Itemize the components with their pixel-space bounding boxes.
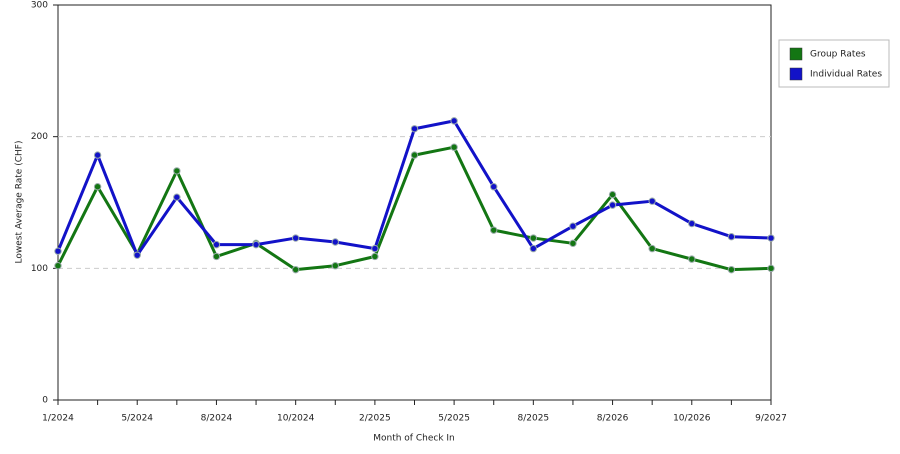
point	[212, 240, 221, 249]
point	[529, 244, 538, 253]
x-tick-label: 8/2026	[597, 414, 629, 424]
point	[331, 262, 339, 270]
y-tick-label: 300	[31, 1, 48, 11]
x-axis-label: Month of Check In	[373, 434, 455, 444]
x-tick-label: 10/2024	[277, 414, 315, 424]
point	[54, 262, 62, 270]
x-tick-label: 10/2026	[673, 414, 711, 424]
point	[608, 201, 617, 209]
point	[252, 240, 260, 249]
point	[410, 151, 419, 159]
point	[450, 117, 458, 125]
point	[450, 143, 458, 151]
legend-swatch	[789, 67, 803, 81]
point	[331, 238, 339, 246]
plot-area	[57, 4, 772, 401]
legend-label: Individual Rates	[810, 70, 882, 80]
x-tick-label: 1/2024	[42, 414, 74, 424]
point	[371, 244, 379, 253]
x-tick-label: 9/2027	[755, 414, 787, 424]
point	[688, 219, 696, 228]
y-axis-label: Lowest Average Rate (CHF)	[15, 141, 25, 264]
point	[133, 251, 141, 259]
point	[173, 167, 181, 175]
point	[93, 151, 102, 159]
point	[727, 233, 736, 241]
legend-label: Group Rates	[810, 50, 866, 60]
point	[291, 265, 300, 274]
x-tick-label: 5/2025	[438, 414, 470, 424]
point	[608, 190, 617, 199]
point	[371, 252, 379, 261]
x-tick-label: 8/2024	[201, 414, 233, 424]
point	[54, 247, 62, 255]
point	[767, 264, 775, 273]
x-tick-label: 2/2025	[359, 414, 391, 424]
point	[173, 193, 181, 201]
point	[648, 244, 656, 253]
point	[529, 234, 538, 242]
point	[490, 226, 498, 234]
y-tick-label: 200	[31, 132, 48, 142]
point	[410, 125, 419, 133]
point	[727, 265, 736, 274]
point	[291, 234, 300, 242]
legend-swatch	[789, 47, 803, 61]
point	[648, 197, 656, 205]
x-tick-label: 8/2025	[517, 414, 549, 424]
point	[767, 234, 775, 242]
point	[93, 183, 102, 191]
point	[212, 252, 221, 261]
point	[569, 239, 577, 248]
point	[490, 183, 498, 191]
y-tick-label: 100	[31, 264, 48, 274]
point	[688, 255, 696, 263]
x-tick-label: 5/2024	[121, 414, 153, 424]
y-tick-label: 0	[42, 396, 48, 406]
point	[569, 222, 577, 230]
